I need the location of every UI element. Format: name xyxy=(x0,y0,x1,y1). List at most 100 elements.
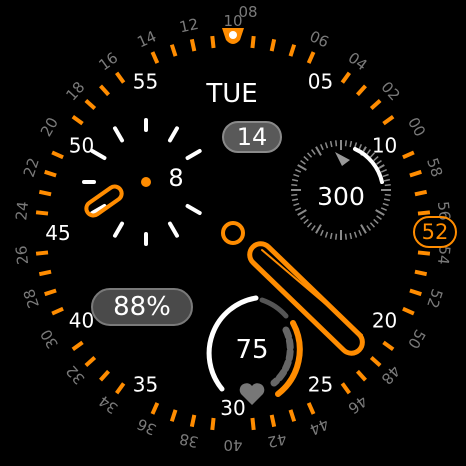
outer-hour-label: 06 xyxy=(307,27,332,51)
outer-hour-label: 58 xyxy=(423,156,446,180)
minute-tick xyxy=(210,417,216,431)
compass-tick xyxy=(291,198,299,202)
heart-gauge-orange-arc xyxy=(275,320,303,397)
compass-tick xyxy=(303,155,309,162)
subdial-hand xyxy=(84,184,124,218)
minute-tick xyxy=(210,35,216,49)
outer-hour-label: 10 xyxy=(223,12,242,30)
compass-tick xyxy=(295,168,302,173)
minute-tick xyxy=(84,355,97,367)
minute-label: 30 xyxy=(220,396,245,420)
compass-tick xyxy=(297,164,307,171)
compass-tick xyxy=(329,140,333,148)
outer-hour-label: 44 xyxy=(307,415,332,439)
subdial-hour-label: 8 xyxy=(168,164,183,192)
heart-icon xyxy=(239,383,265,405)
heart-gauge-outer-arc xyxy=(206,295,259,392)
minute-tick xyxy=(51,150,64,160)
minute-tick xyxy=(340,71,351,84)
heart-rate-value: 75 xyxy=(235,335,268,365)
minute-tick xyxy=(71,115,84,126)
compass-tick xyxy=(373,218,379,225)
minute-tick xyxy=(35,250,49,256)
subdial-tick xyxy=(113,126,124,143)
minute-tick xyxy=(99,369,111,382)
compass-tick xyxy=(319,229,324,236)
minute-tick xyxy=(306,402,316,415)
compass-tick xyxy=(295,207,302,212)
minute-tick xyxy=(288,44,297,57)
minute-label: 25 xyxy=(308,373,333,397)
compass-tick xyxy=(303,218,309,225)
compass-tick xyxy=(383,178,391,182)
outer-hour-label: 08 xyxy=(238,3,257,21)
compass-tick xyxy=(366,149,371,155)
outer-hour-label: 16 xyxy=(95,49,121,75)
compass-tick xyxy=(373,155,379,162)
hour-subdial xyxy=(82,118,202,246)
outer-hour-label: 36 xyxy=(134,415,159,439)
date-value: 14 xyxy=(236,123,268,151)
outer-hour-label: 40 xyxy=(223,436,242,454)
compass-tick xyxy=(384,184,391,187)
minute-tick xyxy=(38,269,52,277)
compass-tick xyxy=(369,222,376,228)
outer-hour-label: 00 xyxy=(404,114,429,140)
compass-tick xyxy=(353,231,358,238)
minute-tick xyxy=(84,99,97,111)
minute-tick xyxy=(44,288,57,297)
compass-tick xyxy=(300,160,306,165)
minute-tick xyxy=(150,402,160,415)
day-label: TUE xyxy=(206,79,258,109)
compass-tick xyxy=(300,215,306,220)
compass-tick xyxy=(349,140,353,148)
compass-tick xyxy=(319,144,324,151)
outer-hour-label: 14 xyxy=(134,27,159,51)
minute-tick xyxy=(369,355,382,367)
compass-tick xyxy=(382,173,389,178)
outer-hour-label: 46 xyxy=(345,392,371,418)
compass-tick xyxy=(335,233,338,240)
minute-tick xyxy=(402,150,415,160)
outer-hour-label: 12 xyxy=(178,15,200,37)
minute-tick xyxy=(355,84,367,97)
compass-tick xyxy=(366,225,371,231)
battery-value: 88% xyxy=(113,292,171,322)
outer-hour-label: 02 xyxy=(377,78,403,104)
minute-tick xyxy=(382,340,395,351)
outer-hour-label: 42 xyxy=(266,430,288,452)
compass-tick xyxy=(358,144,363,151)
minute-ticks xyxy=(35,35,431,431)
seconds-badge[interactable]: 52 xyxy=(413,216,457,248)
compass-needle-icon xyxy=(335,152,350,166)
minute-tick xyxy=(414,189,428,197)
subdial-tick xyxy=(113,221,124,238)
subdial-tick xyxy=(185,149,202,160)
minute-tick xyxy=(340,382,351,395)
compass-tick xyxy=(324,142,329,149)
minute-tick xyxy=(115,71,126,84)
compass-value: 300 xyxy=(317,182,365,211)
minute-tick xyxy=(44,169,57,178)
outer-hour-label: 20 xyxy=(37,114,62,140)
minute-tick xyxy=(288,409,297,422)
battery-badge[interactable]: 88% xyxy=(91,288,193,326)
minute-tick xyxy=(35,210,49,216)
date-badge[interactable]: 14 xyxy=(222,121,282,153)
twelve-marker-dot xyxy=(229,31,237,39)
compass-tick xyxy=(344,233,347,240)
minute-label: 45 xyxy=(45,221,70,245)
compass-tick xyxy=(311,225,316,231)
compass-subdial xyxy=(291,140,391,240)
outer-hour-label: 52 xyxy=(423,287,446,311)
outer-hour-label: 30 xyxy=(37,326,62,352)
compass-tick xyxy=(315,146,322,156)
minute-tick xyxy=(51,306,64,316)
outer-hour-label: 24 xyxy=(12,200,32,221)
outer-hour-label: 54 xyxy=(434,245,454,266)
compass-tick xyxy=(306,152,313,158)
hand-pivot xyxy=(221,221,245,245)
minute-tick xyxy=(409,288,422,297)
subdial-tick xyxy=(168,126,179,143)
compass-tick xyxy=(293,202,300,207)
